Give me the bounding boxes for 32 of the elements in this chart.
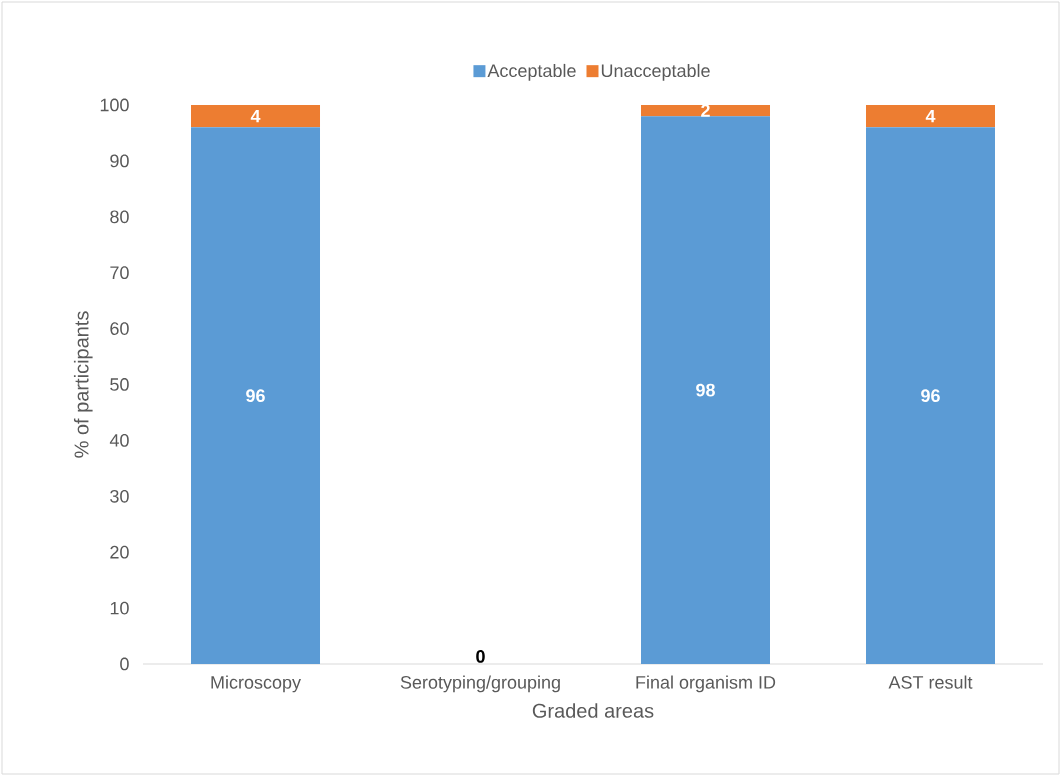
y-tick-label: 20 (110, 545, 129, 559)
y-tick-label: 90 (110, 154, 129, 168)
bar (191, 104, 321, 128)
x-tick-label: Serotyping/grouping (400, 675, 560, 693)
y-tick-label: 40 (109, 434, 129, 447)
data-label: 96 (246, 389, 265, 403)
x-axis-title: Graded areas (532, 703, 654, 718)
data-label: 2 (701, 104, 710, 117)
legend-label: Acceptable (487, 63, 576, 81)
y-tick-label: 100 (100, 98, 129, 112)
bar (641, 116, 770, 664)
data-label: 4 (925, 109, 936, 123)
data-label: 4 (250, 109, 261, 123)
bar (191, 127, 321, 664)
x-tick-label: AST result (888, 675, 973, 689)
data-label: 96 (921, 389, 940, 403)
y-tick-label: 0 (120, 657, 129, 671)
y-axis-title: % of participants (73, 311, 93, 458)
y-tick-label: 80 (110, 210, 129, 224)
data-label: 98 (696, 383, 715, 397)
legend-label: Unacceptable (601, 63, 710, 81)
y-tick-label: 60 (110, 322, 129, 335)
y-tick-label: 70 (110, 266, 129, 280)
data-label: 0 (476, 650, 485, 663)
bar (866, 104, 995, 128)
x-tick-label: Final organism ID (636, 675, 776, 693)
y-tick-label: 10 (110, 601, 129, 615)
x-tick-label: Microscopy (211, 675, 301, 693)
y-tick-label: 50 (110, 378, 129, 391)
bar (641, 104, 770, 117)
bar (866, 127, 995, 664)
y-tick-label: 30 (110, 489, 129, 503)
